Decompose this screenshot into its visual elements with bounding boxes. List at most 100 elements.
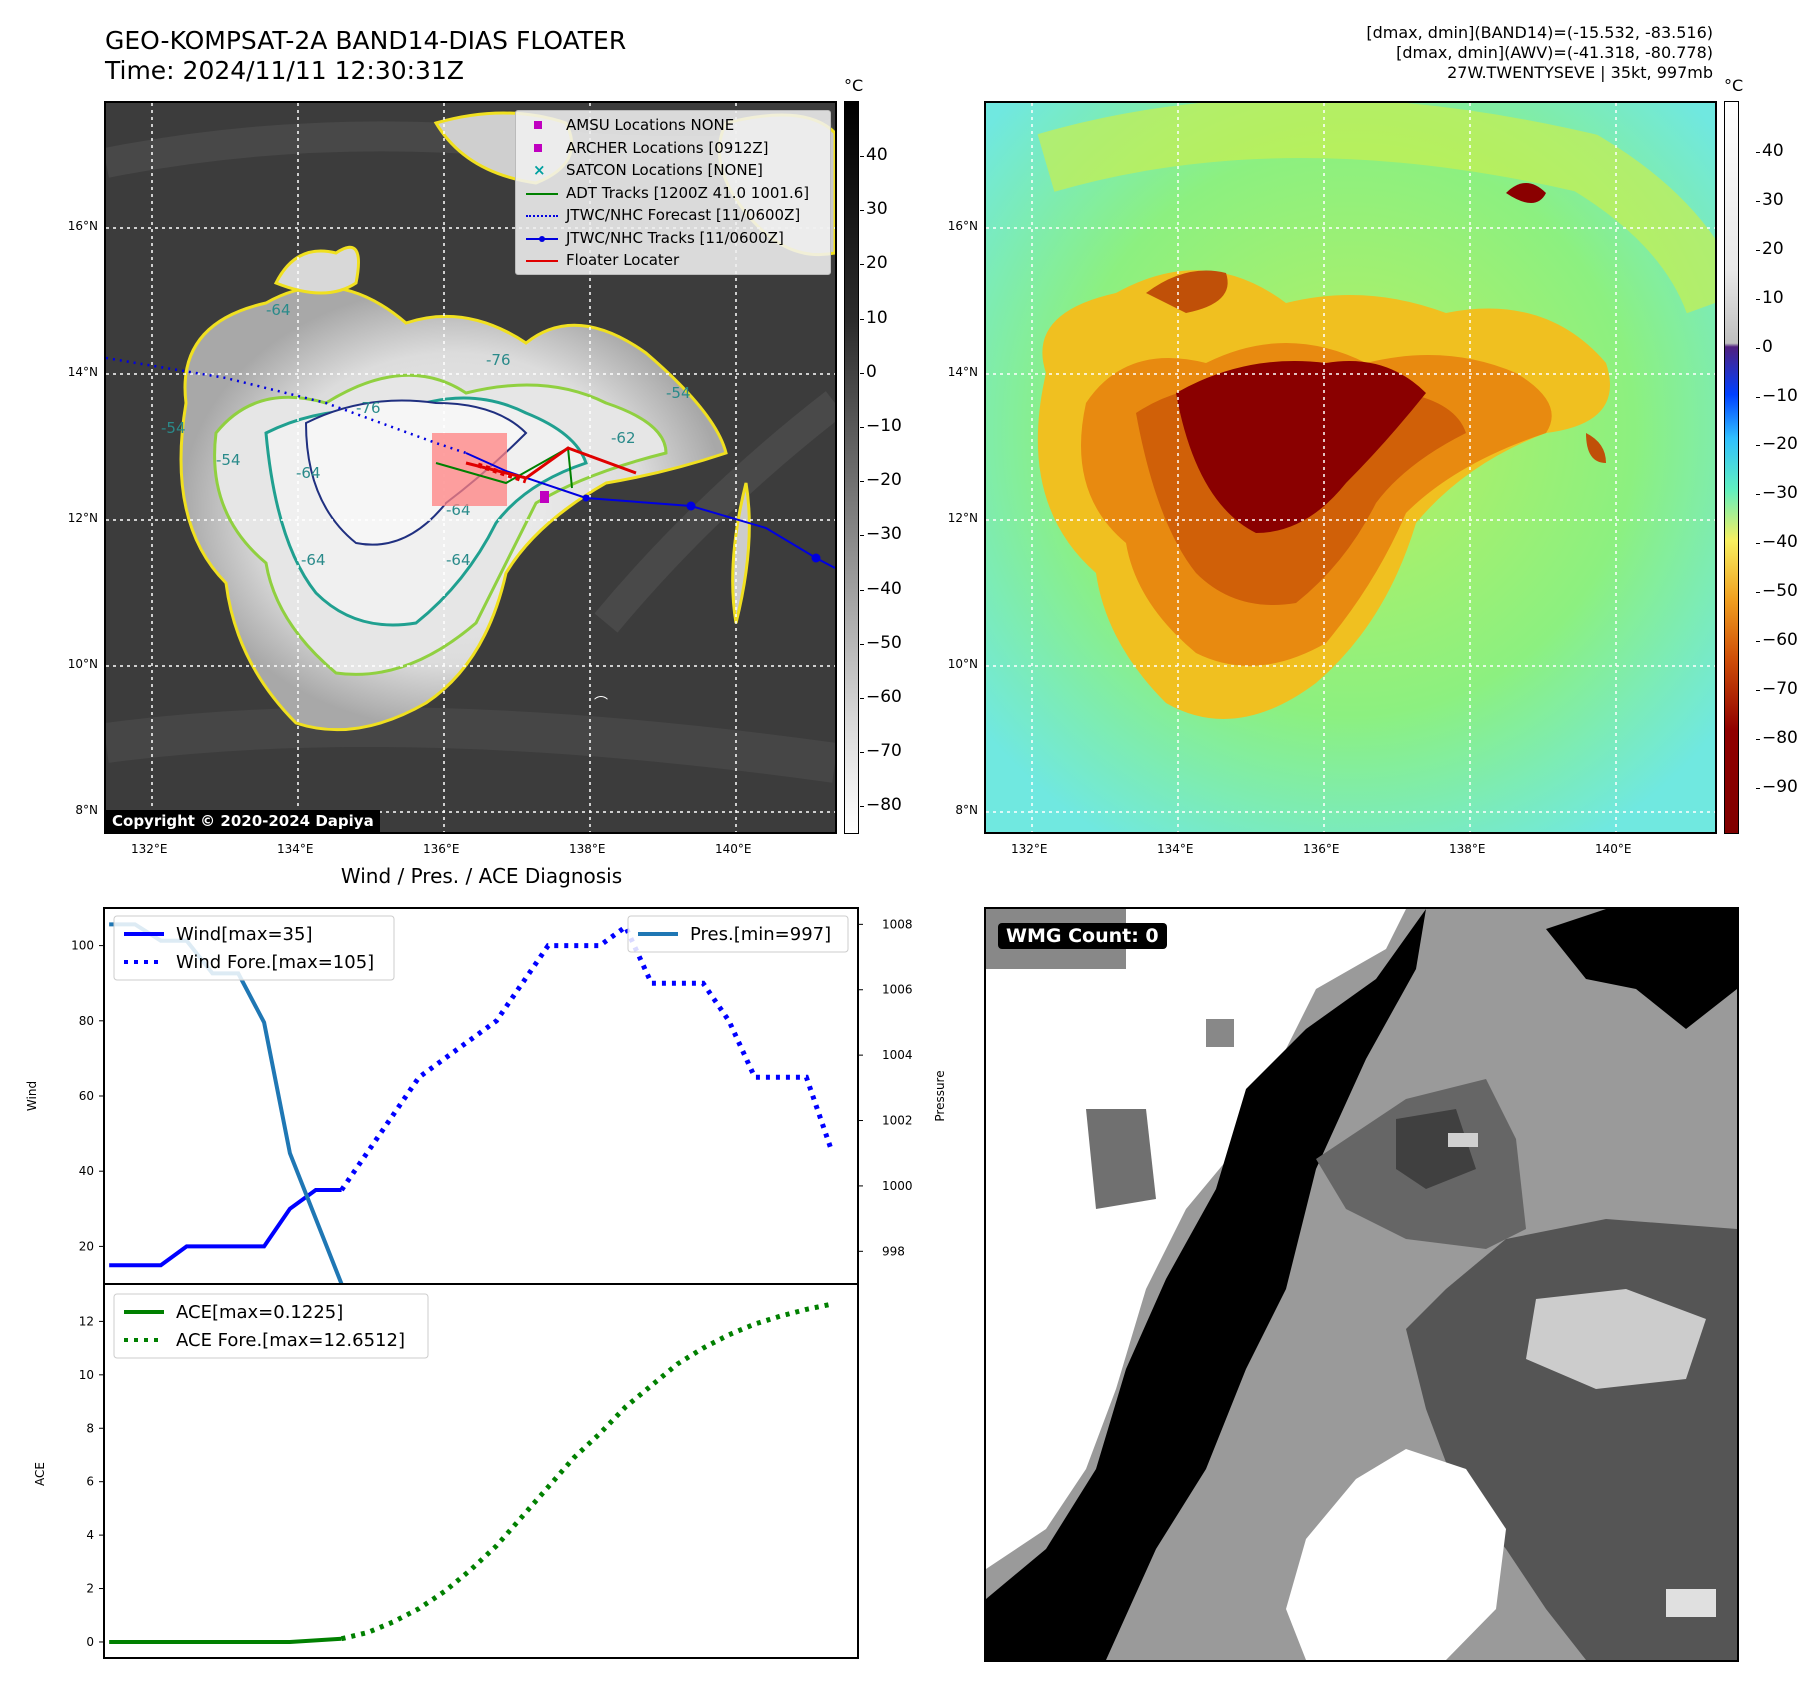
colorbar-tick-label: −20 — [866, 470, 902, 491]
lon-label: 136°E — [423, 842, 460, 856]
contour-label: -64 — [301, 551, 326, 569]
color-satellite-map[interactable] — [984, 101, 1717, 834]
lat-label: 16°N — [947, 219, 978, 233]
colorbar-tick-mark — [860, 264, 864, 266]
color-colorbar — [1724, 101, 1739, 834]
colorbar-tick-mark — [1756, 494, 1760, 496]
wind-ytick-label: 40 — [79, 1164, 94, 1178]
ace-series-line-0 — [109, 1636, 342, 1644]
colorbar-tick-label: 10 — [1762, 287, 1784, 308]
legend-swatch: × — [533, 161, 546, 179]
color-map-gridlines — [986, 103, 1715, 832]
pressure-ytick-label: 1004 — [882, 1048, 913, 1062]
gray-colorbar-unit: °C — [844, 76, 864, 95]
legend-label: SATCON Locations [NONE] — [566, 161, 763, 179]
legend-entry: JTWC/NHC Tracks [11/0600Z] — [516, 227, 830, 250]
lat-label: 10°N — [947, 657, 978, 671]
colorbar-tick-label: 30 — [1762, 189, 1784, 210]
color-map-svg — [986, 103, 1715, 832]
colorbar-tick-mark — [1756, 592, 1760, 594]
contour-label: -54 — [666, 384, 691, 402]
svg-text:⌒: ⌒ — [594, 696, 608, 712]
legend-swatch — [526, 260, 558, 262]
colorbar-tick-label: 40 — [1762, 141, 1784, 161]
colorbar-tick-label: −60 — [1762, 630, 1797, 650]
colorbar-tick-mark — [860, 535, 864, 537]
ace-ytick-label: 12 — [79, 1314, 94, 1328]
legend-entry: Floater Locater — [516, 249, 830, 272]
colorbar-tick-label: −20 — [1762, 434, 1797, 455]
legend-text: ACE[max=0.1225] — [176, 1302, 343, 1323]
colorbar-tick-label: 40 — [866, 145, 888, 165]
contour-label: -64 — [446, 551, 471, 569]
adt-track — [435, 446, 573, 489]
grayscale-satellite-map[interactable]: -64 -64 -64 -64 -64 -54 -54 -54 -62 -76 … — [104, 101, 837, 834]
pressure-ytick-label: 1000 — [882, 1179, 913, 1193]
wmg-panel[interactable]: WMG Count: 0 — [984, 907, 1739, 1662]
wind-legend — [113, 915, 395, 981]
copyright-label: Copyright © 2020-2024 Dapiya — [106, 810, 380, 832]
wind-axis-label: Wind — [25, 1081, 39, 1111]
wmg-raster — [986, 909, 1737, 1660]
colorbar-tick-mark — [1756, 298, 1760, 300]
lon-label: 140°E — [715, 842, 752, 856]
dmax-awv-text: [dmax, dmin](AWV)=(-41.318, -80.778) — [1396, 43, 1713, 62]
colorbar-tick-mark — [860, 589, 864, 591]
colorbar-tick-label: −80 — [866, 795, 902, 816]
colorbar-tick-label: −50 — [1762, 581, 1797, 602]
legend-label: JTWC/NHC Tracks [11/0600Z] — [566, 228, 784, 247]
colorbar-tick-mark — [1756, 445, 1760, 447]
colorbar-tick-label: −40 — [1762, 532, 1797, 553]
ace-ytick-label: 4 — [86, 1528, 94, 1542]
legend-dot — [539, 235, 545, 242]
colorbar-tick-label: −70 — [866, 741, 902, 762]
legend-text: Wind[max=35] — [176, 924, 313, 945]
lat-label: 14°N — [67, 365, 98, 379]
lat-label: 8°N — [955, 803, 978, 817]
pressure-ytick-label: 1006 — [882, 983, 913, 997]
colorbar-tick-label: −30 — [866, 524, 902, 545]
legend-text: ACE Fore.[max=12.6512] — [176, 1330, 405, 1351]
ace-axis-label: ACE — [33, 1462, 47, 1486]
colorbar-tick-mark — [860, 318, 864, 320]
legend-entry: AMSU Locations NONE — [516, 114, 830, 137]
colorbar-tick-label: 20 — [1762, 238, 1784, 259]
colorbar-tick-label: −60 — [866, 687, 902, 707]
colorbar-tick-mark — [1756, 738, 1760, 740]
colorbar-tick-mark — [860, 481, 864, 483]
figure-title-line2: Time: 2024/11/11 12:30:31Z — [105, 56, 464, 85]
storm-info-text: 27W.TWENTYSEVE | 35kt, 997mb — [1447, 63, 1713, 82]
lat-label: 16°N — [67, 219, 98, 233]
gray-colorbar — [844, 101, 859, 834]
colorbar-tick-mark — [1756, 396, 1760, 398]
wind-ytick-label: 80 — [79, 1014, 94, 1028]
dmax-band14-text: [dmax, dmin](BAND14)=(-15.532, -83.516) — [1366, 23, 1713, 42]
legend-text: Pres.[min=997] — [690, 924, 831, 945]
archer-marker — [540, 491, 549, 503]
colorbar-tick-label: 0 — [1762, 336, 1773, 357]
ace-ytick-label: 2 — [86, 1582, 94, 1596]
colorbar-tick-mark — [860, 210, 864, 212]
lat-label: 8°N — [75, 803, 98, 817]
wind-ytick-label: 60 — [79, 1089, 94, 1103]
lon-label: 134°E — [277, 842, 314, 856]
colorbar-tick-label: 0 — [866, 361, 877, 382]
legend-swatch — [534, 121, 542, 129]
contour-label: -64 — [266, 301, 291, 319]
colorbar-tick-mark — [1756, 152, 1760, 153]
contour-label: -62 — [611, 429, 636, 447]
lon-label: 136°E — [1303, 842, 1340, 856]
legend-swatch — [534, 143, 542, 152]
lon-label: 138°E — [569, 842, 606, 856]
contour-label: -54 — [161, 419, 186, 437]
contour-label: -54 — [216, 451, 241, 469]
pressure-ytick-label: 1008 — [882, 917, 913, 931]
forecast-track — [106, 356, 467, 455]
pressure-ytick-label: 998 — [882, 1244, 905, 1258]
figure-title-line1: GEO-KOMPSAT-2A BAND14-DIAS FLOATER — [105, 26, 627, 55]
colorbar-tick-mark — [860, 372, 864, 374]
colorbar-tick-label: −40 — [866, 578, 902, 599]
colorbar-tick-mark — [860, 752, 864, 754]
colorbar-tick-label: −50 — [866, 632, 902, 653]
map-legend: AMSU Locations NONE ARCHER Locations [091… — [515, 110, 831, 275]
